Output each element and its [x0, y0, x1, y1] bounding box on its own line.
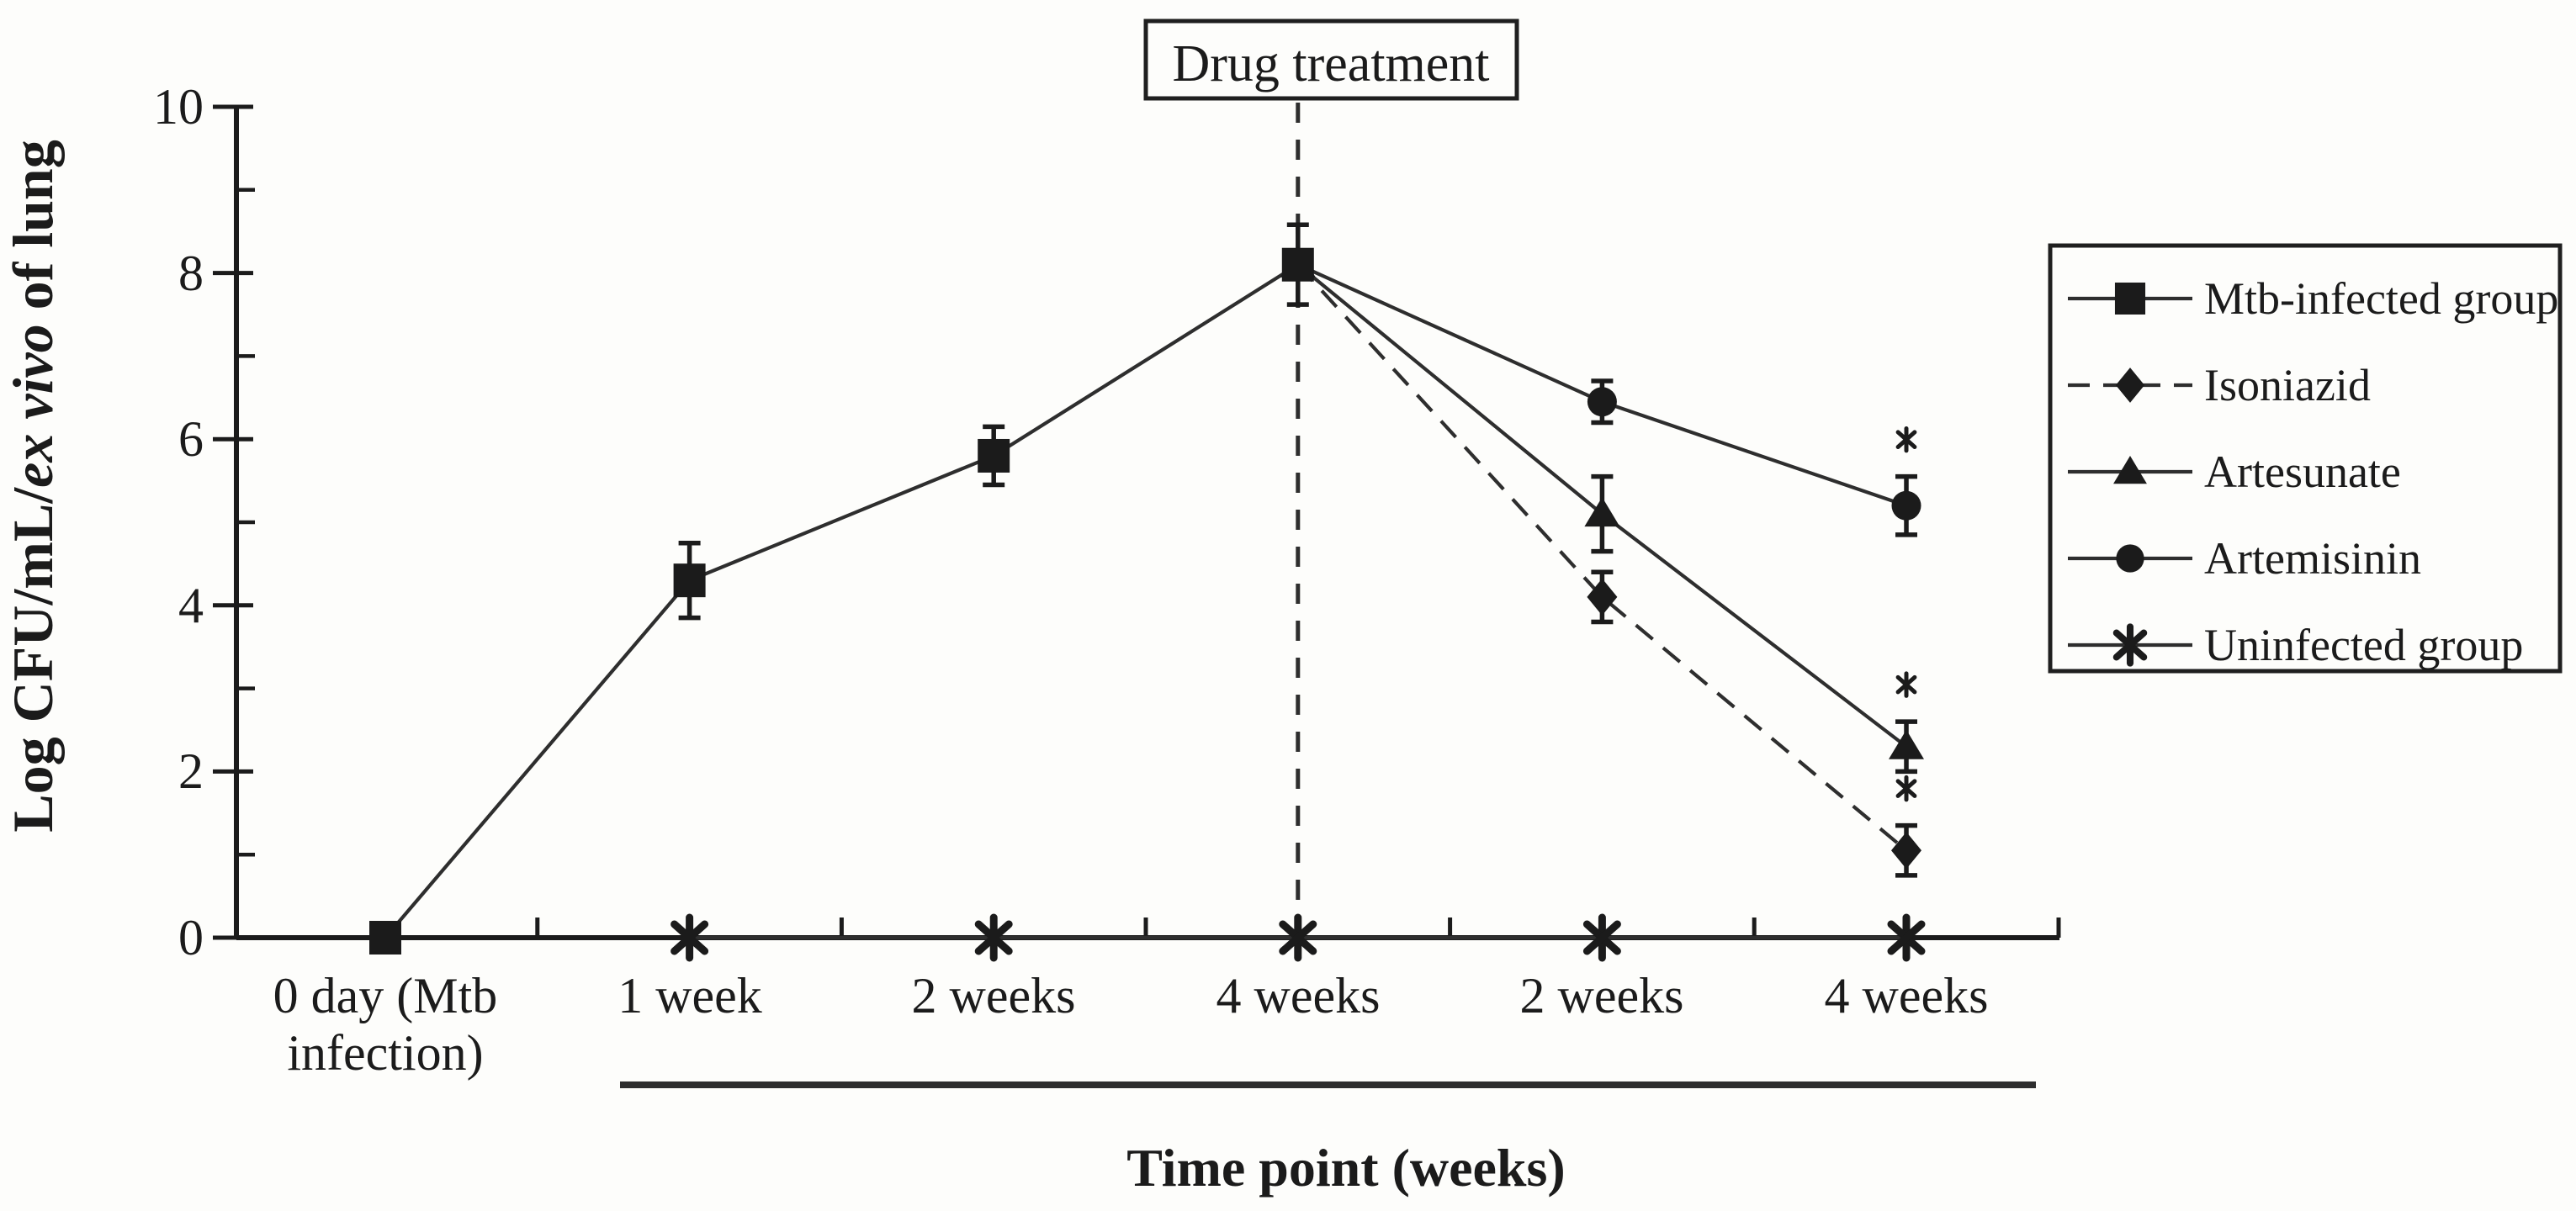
y-axis-title-part: Log CFU/mL/: [1, 487, 65, 833]
series-line-mtb-infected-group: [384, 262, 1299, 939]
series-line-isoniazid: [1296, 263, 1908, 852]
legend-label: Artesunate: [2204, 447, 2401, 497]
triangle-marker-shape: [1584, 497, 1620, 527]
y-axis-title-part-italic: ex vivo: [1, 324, 65, 487]
square-marker: [673, 563, 706, 598]
triangle-marker: [1584, 497, 1620, 527]
series-layer: [369, 222, 1926, 962]
asterisk-marker: [1887, 913, 1926, 962]
drug-treatment-box: [1143, 19, 1519, 101]
square-marker-shape: [369, 921, 401, 955]
square-marker: [2114, 283, 2146, 315]
triangle-marker: [2113, 456, 2147, 484]
x-tick-label: infection): [287, 1025, 483, 1081]
triangle-marker: [1889, 729, 1924, 759]
square-marker-shape: [978, 438, 1010, 473]
significance-asterisk: [1895, 426, 1917, 453]
x-tick-label: 1 week: [617, 968, 762, 1023]
legend-label: Uninfected group: [2204, 620, 2523, 670]
drug-treatment-label: Drug treatment: [1172, 35, 1489, 93]
x-tick-label: 4 weeks: [1825, 968, 1989, 1023]
legend-label: Mtb-infected group: [2204, 273, 2558, 324]
y-axis-title-part: of lung: [1, 140, 65, 324]
legend-label: Artemisinin: [2204, 533, 2421, 584]
y-tick-label: 8: [178, 246, 204, 301]
asterisk-arm: [1887, 920, 1926, 955]
asterisk-marker: [974, 913, 1013, 962]
square-marker: [1281, 247, 1314, 282]
x-axis-title: Time point (weeks): [1126, 1138, 1565, 1198]
y-tick-label: 4: [178, 578, 204, 633]
y-axis-title: Log CFU/mL/ex vivo of lung: [1, 140, 65, 833]
asterisk-arm: [1582, 920, 1621, 955]
asterisk-arm: [2112, 629, 2148, 661]
asterisk-arm: [1895, 674, 1917, 695]
diamond-marker-shape: [2115, 368, 2145, 403]
circle-marker: [1587, 387, 1617, 417]
diamond-marker-shape: [1891, 832, 1921, 870]
asterisk-marker: [1582, 913, 1621, 962]
asterisk-marker: [671, 913, 709, 962]
diamond-marker: [1587, 578, 1618, 616]
square-marker: [978, 438, 1010, 473]
circle-marker: [2116, 544, 2144, 573]
circle-marker: [1891, 490, 1921, 521]
square-marker-shape: [1281, 247, 1314, 282]
asterisk-arm: [1895, 430, 1917, 449]
asterisk-arm: [671, 920, 709, 955]
circle-marker-shape: [2116, 544, 2144, 573]
y-tick-label: 2: [178, 743, 204, 799]
square-marker-shape: [673, 563, 706, 598]
x-tick-label: 2 weeks: [1520, 968, 1684, 1023]
triangle-marker-shape: [1889, 729, 1924, 759]
asterisk-arm: [1279, 920, 1317, 955]
legend-symbols-layer: [2068, 283, 2192, 667]
diamond-marker: [1891, 832, 1921, 870]
significance-asterisk: [1895, 671, 1917, 698]
asterisk-arm: [974, 920, 1013, 955]
triangle-marker-shape: [2113, 456, 2147, 484]
circle-marker-shape: [1891, 490, 1921, 521]
asterisk-marker: [1279, 913, 1317, 962]
y-tick-label: 10: [153, 79, 204, 135]
asterisk-marker: [2112, 623, 2148, 667]
legend-box: [2048, 243, 2563, 674]
diamond-marker-shape: [1587, 578, 1618, 616]
significance-asterisk: [1895, 775, 1917, 802]
square-marker-shape: [2114, 283, 2146, 315]
y-tick-label: 0: [178, 910, 204, 965]
x-tick-label: 2 weeks: [912, 968, 1076, 1023]
y-tick-label: 6: [178, 411, 204, 467]
asterisk-arm: [1895, 779, 1917, 798]
legend-label: Isoniazid: [2204, 360, 2371, 410]
x-tick-label: 4 weeks: [1216, 968, 1381, 1023]
square-marker: [369, 921, 401, 955]
diamond-marker: [2115, 368, 2145, 403]
x-tick-label: 0 day (Mtb: [273, 968, 498, 1023]
circle-marker-shape: [1587, 387, 1617, 417]
